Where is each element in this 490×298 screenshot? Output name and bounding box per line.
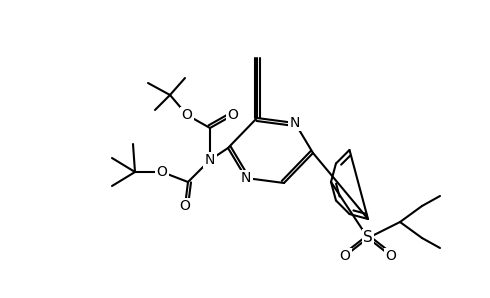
Text: N: N [205, 153, 215, 167]
Text: S: S [363, 230, 373, 246]
Text: N: N [241, 171, 251, 185]
Text: O: O [340, 249, 350, 263]
Text: O: O [179, 199, 191, 213]
Text: O: O [157, 165, 168, 179]
Text: O: O [182, 108, 193, 122]
Text: O: O [227, 108, 239, 122]
Text: O: O [386, 249, 396, 263]
Text: N: N [290, 116, 300, 130]
